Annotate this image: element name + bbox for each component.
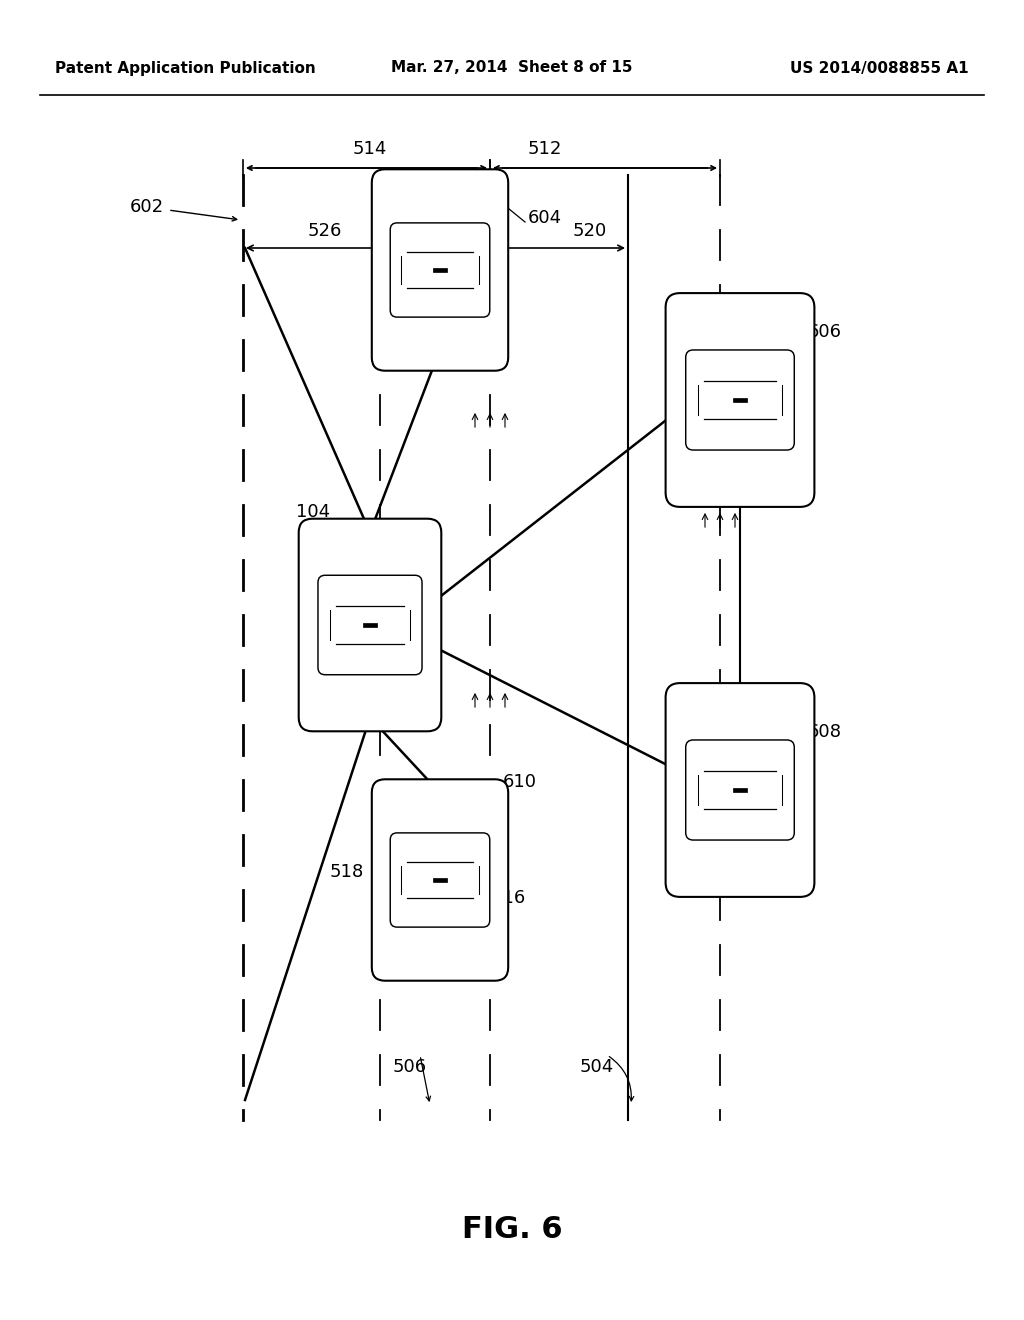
Text: 104: 104 — [296, 503, 330, 521]
Text: 506: 506 — [393, 1059, 427, 1076]
Text: US 2014/0088855 A1: US 2014/0088855 A1 — [791, 61, 969, 75]
FancyBboxPatch shape — [666, 684, 814, 896]
Text: Patent Application Publication: Patent Application Publication — [55, 61, 315, 75]
FancyBboxPatch shape — [299, 519, 441, 731]
Bar — [433, 268, 446, 272]
Text: 606: 606 — [808, 323, 842, 341]
Text: 610: 610 — [503, 774, 537, 791]
FancyBboxPatch shape — [666, 293, 814, 507]
Text: 520: 520 — [573, 222, 607, 240]
FancyBboxPatch shape — [390, 833, 489, 927]
Bar — [364, 623, 377, 627]
Text: 518: 518 — [330, 863, 365, 880]
Bar — [433, 878, 446, 882]
FancyBboxPatch shape — [372, 169, 508, 371]
Text: 512: 512 — [527, 140, 562, 158]
Text: 608: 608 — [808, 723, 842, 741]
Text: 602: 602 — [130, 198, 164, 216]
Text: 514: 514 — [353, 140, 387, 158]
FancyBboxPatch shape — [686, 741, 795, 840]
Text: 526: 526 — [308, 222, 342, 240]
FancyBboxPatch shape — [372, 779, 508, 981]
Text: 604: 604 — [528, 209, 562, 227]
Bar — [733, 397, 748, 403]
Text: 516: 516 — [492, 888, 526, 907]
Text: 504: 504 — [580, 1059, 614, 1076]
FancyBboxPatch shape — [390, 223, 489, 317]
FancyBboxPatch shape — [686, 350, 795, 450]
Text: Mar. 27, 2014  Sheet 8 of 15: Mar. 27, 2014 Sheet 8 of 15 — [391, 61, 633, 75]
Bar — [733, 788, 748, 792]
FancyBboxPatch shape — [318, 576, 422, 675]
Text: FIG. 6: FIG. 6 — [462, 1216, 562, 1245]
